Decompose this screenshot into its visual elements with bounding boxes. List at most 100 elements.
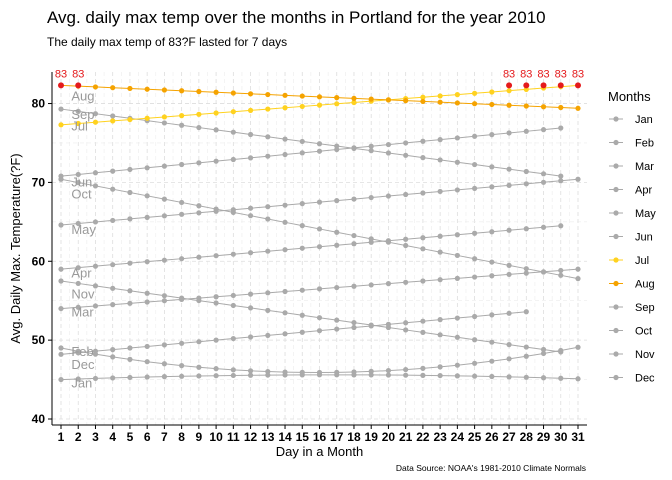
data-point [110, 302, 116, 308]
data-point [558, 347, 564, 354]
data-point [472, 313, 478, 320]
data-point [127, 116, 133, 123]
data-point [161, 342, 167, 348]
data-point [179, 113, 185, 119]
data-point [230, 372, 236, 379]
data-point [403, 242, 409, 249]
data-point [420, 138, 426, 144]
data-point [334, 95, 340, 101]
data-point [196, 373, 202, 379]
data-point [540, 127, 547, 133]
data-point [368, 368, 374, 374]
legend-swatch [613, 304, 619, 310]
peak-point [75, 82, 82, 89]
data-point [368, 96, 374, 102]
data-point [351, 196, 357, 202]
data-point [489, 259, 495, 265]
data-point [506, 166, 512, 172]
legend-item-feb: Feb [609, 138, 654, 150]
data-point [247, 91, 254, 97]
data-point [540, 179, 547, 185]
data-point [213, 110, 219, 116]
inline-label-mar: Mar [71, 305, 94, 320]
data-point [110, 168, 116, 174]
data-point [472, 337, 478, 343]
legend-swatch [613, 186, 619, 193]
data-point [506, 356, 512, 362]
data-point [316, 286, 323, 292]
data-point [523, 344, 529, 350]
data-point [437, 332, 443, 338]
peak-point [557, 82, 564, 89]
data-point [575, 105, 581, 111]
legend-item-mar: Mar [609, 161, 654, 173]
data-point [144, 343, 150, 350]
data-point [385, 150, 392, 156]
legend-item-aug: Aug [609, 279, 655, 291]
data-point [385, 324, 392, 331]
x-tick-label: 22 [416, 430, 430, 444]
y-tick-label: 70 [32, 175, 46, 189]
data-point [403, 366, 409, 373]
legend-label: Jun [635, 232, 653, 244]
data-point [489, 164, 495, 170]
data-point [75, 376, 81, 382]
x-tick-label: 10 [209, 430, 223, 444]
data-point [58, 345, 64, 351]
data-point [506, 102, 512, 108]
data-point [334, 229, 340, 235]
data-point [92, 183, 99, 189]
legend-item-may: May [609, 208, 656, 220]
data-point [92, 351, 99, 357]
x-tick-label: 11 [227, 430, 240, 444]
data-point [403, 327, 409, 333]
data-point [489, 373, 495, 380]
data-point [403, 152, 409, 158]
data-point [437, 317, 443, 323]
inline-label-feb: Feb [71, 344, 93, 359]
data-point [558, 272, 564, 278]
data-point [110, 113, 116, 119]
legend-label: May [635, 208, 656, 220]
data-point [454, 252, 460, 259]
data-point [454, 373, 460, 379]
legend-swatch [613, 163, 619, 169]
x-tick-label: 4 [109, 430, 116, 444]
data-point [196, 339, 202, 345]
series-dec [58, 344, 581, 376]
data-point [420, 98, 426, 105]
data-point [299, 329, 305, 335]
data-point [265, 332, 271, 339]
data-point [265, 290, 271, 296]
data-point [316, 94, 323, 100]
data-point [403, 140, 409, 146]
legend-swatch [613, 257, 619, 263]
data-point [161, 293, 167, 299]
data-point [299, 287, 305, 293]
data-point [540, 375, 547, 381]
data-point [213, 294, 219, 300]
x-tick-label: 29 [537, 430, 551, 444]
series-line-feb [60, 311, 527, 355]
data-point [523, 374, 529, 380]
data-point [179, 122, 185, 128]
data-point [540, 269, 547, 275]
legend-label: Nov [635, 349, 655, 361]
data-point [437, 188, 443, 195]
data-source-note: Data Source: NOAA's 1981-2010 Climate No… [395, 463, 586, 473]
x-tick-label: 30 [554, 430, 568, 444]
data-point [213, 206, 219, 212]
data-point [368, 236, 374, 242]
data-point [437, 157, 443, 163]
data-point [316, 244, 323, 250]
data-point [523, 353, 529, 359]
legend-item-jun: Jun [609, 232, 653, 244]
legend-label: Dec [635, 373, 655, 385]
x-tick-label: 20 [382, 430, 396, 444]
data-point [420, 329, 426, 335]
data-point [489, 132, 495, 138]
data-point [351, 145, 357, 151]
data-point [265, 106, 271, 112]
data-point [472, 133, 478, 139]
